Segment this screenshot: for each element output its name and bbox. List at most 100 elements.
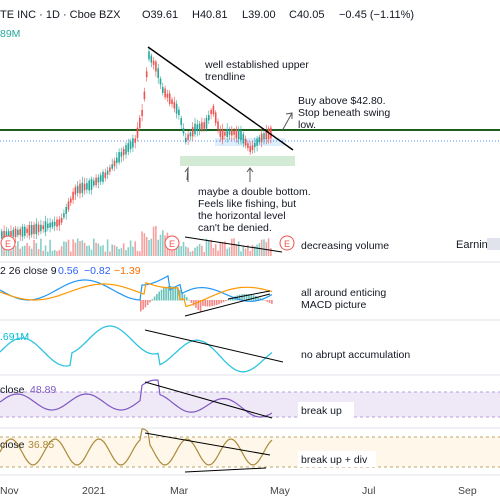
macd-hist-bar (195, 300, 197, 308)
macd-histogram (140, 286, 273, 312)
volume-bar (111, 244, 113, 256)
volume-bar (187, 247, 189, 256)
ohlc-low: L39.00 (242, 9, 276, 21)
candle-body (109, 167, 111, 172)
ohlc-open: O39.61 (142, 9, 178, 21)
acc-label: .691M (0, 331, 29, 343)
volume-bar (212, 247, 215, 256)
candle-body (185, 137, 187, 143)
macd-hist-bar (153, 296, 156, 301)
candle-body (113, 160, 116, 167)
acc-trendline (144, 329, 284, 363)
macd-hist-bar (209, 300, 211, 307)
volume-bar (93, 238, 95, 256)
candle-body (171, 99, 173, 105)
candle-body (14, 228, 17, 237)
macd-hist-bar (160, 289, 163, 301)
candle-body (212, 105, 215, 115)
volume-bar (63, 241, 65, 256)
buy-note: Buy above $42.80. Stop beneath swing low… (298, 95, 393, 131)
volume-bar (182, 241, 185, 256)
candle-body (173, 101, 176, 109)
volume-bar (263, 239, 265, 256)
candle-body (210, 109, 212, 115)
candle-body (196, 124, 199, 131)
volume-bar (30, 248, 33, 256)
candle-body (221, 129, 224, 140)
volume-bar (12, 244, 15, 256)
candle-body (56, 219, 58, 227)
macd-hist-bar (211, 300, 213, 307)
candle-body (5, 231, 8, 237)
volume-bar (205, 238, 208, 256)
macd-hist-bar (232, 297, 234, 301)
volume-bars (1, 226, 272, 256)
volume-bar (79, 240, 81, 256)
candle-body (175, 103, 178, 114)
x-tick-label: Sep (458, 485, 477, 497)
candle-body (47, 223, 49, 229)
volume-bar (210, 239, 212, 256)
candle-body (180, 118, 182, 126)
volume-bar (17, 241, 19, 256)
macd-value-2: −0.82 (84, 265, 111, 277)
volume-bar (5, 245, 8, 256)
trendline-note: well established upper trendline (204, 59, 312, 83)
volume-bar (208, 240, 210, 256)
x-tick-label: Mar (170, 485, 189, 497)
candle-body (67, 201, 70, 210)
candle-body (194, 123, 196, 135)
macd-hist-bar (158, 291, 160, 301)
candle-body (37, 224, 40, 233)
macd-hist-bar (229, 298, 232, 301)
volume-bar (270, 248, 272, 256)
volume-bar (180, 246, 182, 256)
candle-body (205, 117, 208, 129)
candle-body (30, 225, 33, 235)
macd-hist-bar (204, 300, 206, 307)
candle-body (86, 183, 88, 190)
volume-bar (136, 250, 139, 256)
stoch-band (0, 437, 500, 467)
volume-bar (214, 244, 217, 256)
macd-hist-bar (268, 300, 271, 303)
macd-line (0, 274, 273, 302)
candle-body (28, 225, 31, 236)
volume-bar (122, 243, 125, 256)
candle-body (270, 127, 272, 139)
volume-bar (90, 249, 93, 256)
volume-bar (251, 244, 254, 256)
macd-hist-bar (190, 300, 193, 303)
volume-bar (49, 239, 51, 256)
volume-bar (58, 250, 61, 256)
volume-bar (1, 245, 3, 256)
candle-body (247, 143, 249, 149)
macd-hist-bar (241, 294, 243, 301)
candle-body (201, 122, 203, 131)
candle-body (120, 152, 123, 157)
volume-bar (37, 248, 40, 256)
volume-bar (104, 251, 107, 256)
stoch-wedge (144, 432, 271, 473)
macd-hist-bar (250, 294, 252, 301)
volume-bar (198, 243, 201, 256)
macd-hist-bar (181, 292, 183, 301)
volume-bar (40, 238, 42, 256)
earnings-markers[interactable]: E E E (0, 235, 295, 251)
volume-bar (150, 238, 153, 256)
volume-bar (132, 246, 134, 256)
volume-bar (226, 248, 228, 256)
macd-hist-bar (146, 300, 149, 305)
macd-hist-bar (238, 294, 241, 301)
x-tick-label: Jul (362, 485, 375, 497)
candle-body (81, 182, 84, 193)
macd-hist-bar (142, 300, 144, 310)
macd-hist-bar (163, 288, 165, 301)
volume-bar (7, 245, 10, 256)
candle-body (157, 68, 159, 78)
volume-bar (247, 245, 249, 256)
macd-hist-bar (255, 295, 257, 301)
rsi-value: 48.89 (30, 384, 56, 396)
candle-body (26, 228, 28, 233)
volume-bar (95, 242, 97, 256)
